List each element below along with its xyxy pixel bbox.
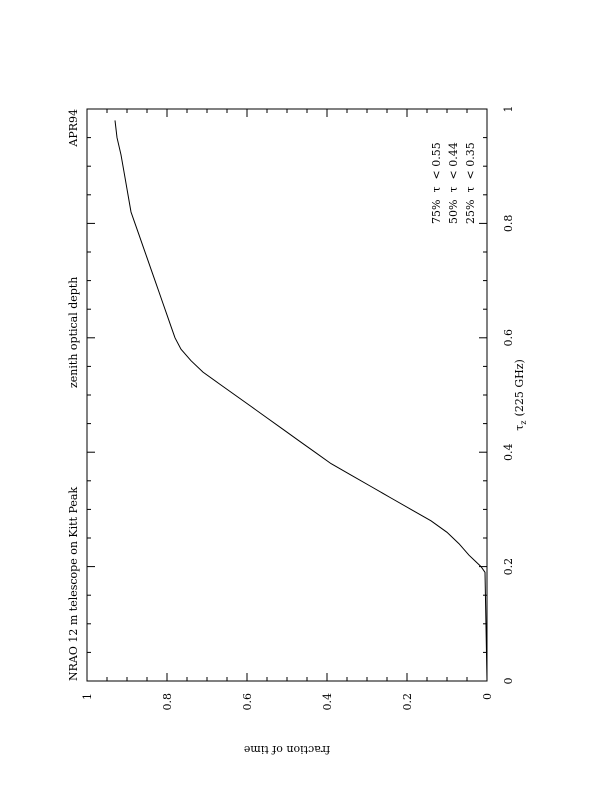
series-line xyxy=(114,120,488,682)
x-tick-label: 1 xyxy=(502,106,515,113)
plot-frame-group xyxy=(86,108,488,682)
y-tick-label: 0.2 xyxy=(401,693,414,711)
x-axis-label: τz (225 GHz) xyxy=(513,359,528,431)
annotation-75: 75% τ < 0.55 xyxy=(430,142,443,224)
x-tick-label: 0.6 xyxy=(502,329,515,347)
x-ticks: 0 0.2 0.4 0.6 0.8 1 xyxy=(87,106,515,685)
y-tick-label: 1 xyxy=(81,693,94,700)
x-tick-label: 0.8 xyxy=(502,215,515,233)
y-tick-label: 0.4 xyxy=(321,693,334,711)
x-axis-label-subscript: z xyxy=(519,420,528,424)
svg-text:τz(225 GHz): τz (225 GHz) xyxy=(513,359,528,431)
y-axis-label: fraction of time xyxy=(244,743,330,756)
x-tick-label: 0.4 xyxy=(502,443,515,461)
period-label: APR94 xyxy=(67,109,80,148)
y-ticks: 0 0.2 0.4 0.6 0.8 1 xyxy=(81,109,494,711)
y-tick-label: 0 xyxy=(481,693,494,700)
x-tick-label: 0 xyxy=(502,678,515,685)
y-tick-label: 0.6 xyxy=(241,693,254,711)
chart-title: NRAO 12 m telescope on Kitt Peak xyxy=(67,487,80,681)
plot-frame xyxy=(86,108,488,682)
x-tick-label: 0.2 xyxy=(502,558,515,576)
x-axis-label-unit: (225 GHz) xyxy=(513,359,526,416)
y-tick-label: 0.8 xyxy=(161,693,174,711)
chart-subtitle: zenith optical depth xyxy=(67,277,80,388)
annotation-25: 25% τ < 0.35 xyxy=(464,142,477,224)
annotation-50: 50% τ < 0.44 xyxy=(447,142,460,224)
x-axis-label-symbol: τ xyxy=(513,425,526,431)
series-lines xyxy=(114,120,488,682)
